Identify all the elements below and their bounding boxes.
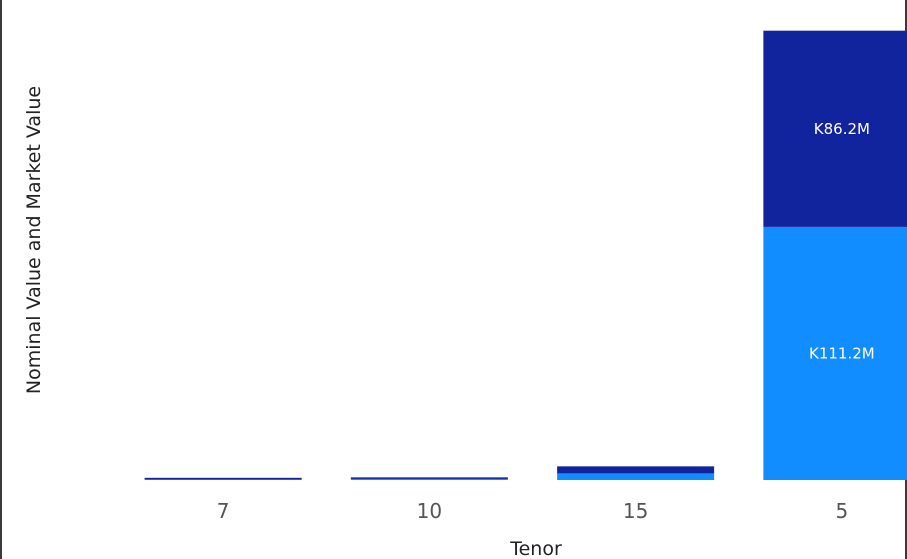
data-label-5-series-0: K111.2M	[809, 344, 875, 362]
x-tick-label-15: 15	[623, 499, 648, 523]
x-axis-ticks: 7 10 15 5	[217, 499, 848, 523]
x-tick-label-7: 7	[217, 499, 230, 523]
bar-segment-15-series-1[interactable]	[557, 466, 715, 474]
bar-segment-5-series-1[interactable]	[763, 30, 907, 227]
bars-layer	[144, 30, 907, 481]
x-tick-label-10: 10	[417, 499, 442, 523]
data-labels-layer: K86.2M K111.2M	[809, 120, 875, 363]
y-axis-title: Nominal Value and Market Value	[23, 86, 45, 394]
bar-segment-15-series-0[interactable]	[557, 473, 715, 480]
bar-segment-5-series-0[interactable]	[763, 226, 907, 480]
x-tick-label-5: 5	[836, 499, 849, 523]
bar-segment-10-series-1[interactable]	[350, 477, 508, 479]
x-axis-title: Tenor	[509, 538, 562, 559]
data-label-5-series-1: K86.2M	[814, 120, 870, 138]
bar-segment-10-series-0[interactable]	[350, 478, 508, 481]
bar-segment-7-series-1[interactable]	[144, 477, 302, 480]
